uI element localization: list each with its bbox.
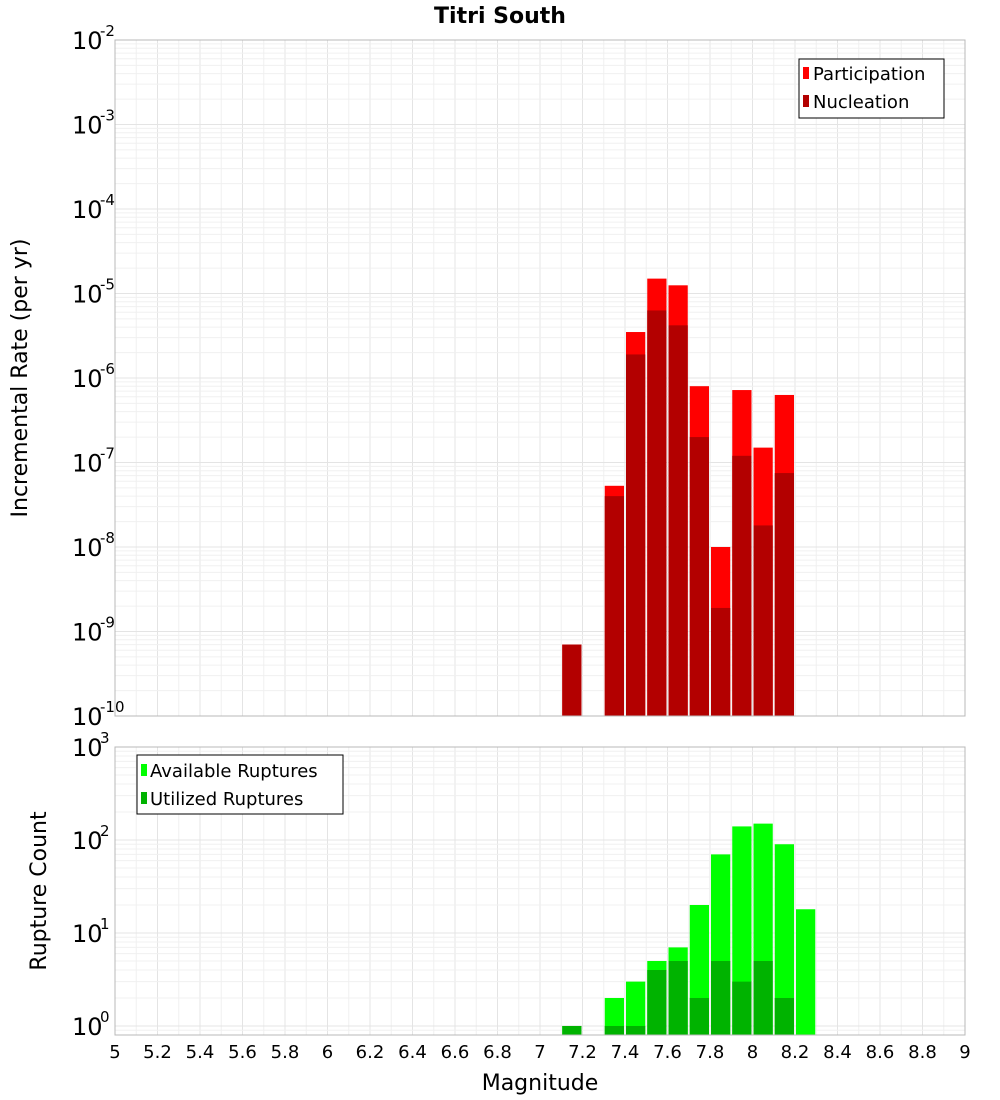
bottom-bar-utilized-ruptures	[711, 960, 731, 1035]
bottom-y-tick-exponent: 3	[100, 729, 110, 747]
top-y-tick-exponent: -6	[100, 360, 115, 378]
top-bar-nucleation	[774, 473, 794, 716]
legend-label-participation: Participation	[813, 64, 925, 85]
bottom-y-tick-label: 10	[72, 920, 103, 948]
x-tick-label: 6	[322, 1042, 333, 1063]
top-y-tick-label: 10	[72, 27, 103, 55]
x-tick-label: 5.4	[186, 1042, 215, 1063]
top-bar-nucleation	[604, 496, 624, 716]
top-y-tick-label: 10	[72, 112, 103, 140]
bottom-legend: Available Ruptures Utilized Ruptures	[136, 754, 344, 815]
legend-swatch-utilized	[141, 792, 147, 804]
bottom-y-tick-label: 10	[72, 1013, 103, 1041]
x-tick-label: 7.4	[611, 1042, 640, 1063]
x-tick-label: 5	[109, 1042, 120, 1063]
top-y-tick-exponent: -7	[100, 445, 115, 463]
legend-swatch-participation	[803, 67, 809, 79]
top-y-tick-label: 10	[72, 196, 103, 224]
legend-swatch-nucleation	[803, 95, 809, 107]
bottom-bar-available-ruptures	[774, 844, 794, 1035]
bottom-bar-utilized-ruptures	[689, 997, 709, 1035]
top-y-tick-exponent: -8	[100, 529, 115, 547]
top-y-tick-exponent: -9	[100, 614, 115, 632]
x-ticks: 5 5.2 5.4 5.6 5.8 6 6.2 6.4 6.6 6.8 7 7.2 7.4 7.6 7.8 8…	[109, 1042, 970, 1063]
bottom-bars	[562, 823, 816, 1035]
legend-swatch-available	[141, 764, 147, 776]
top-bar-nucleation	[753, 525, 773, 716]
top-legend: Participation Nucleation	[798, 58, 945, 119]
bottom-y-tick-label: 10	[72, 827, 103, 855]
x-tick-label: 6.6	[441, 1042, 470, 1063]
bottom-y-tick-label: 10	[72, 734, 103, 762]
bottom-bar-utilized-ruptures	[753, 960, 773, 1035]
x-tick-label: 5.2	[143, 1042, 172, 1063]
top-y-tick-exponent: -3	[100, 107, 115, 125]
bottom-y-tick-exponent: 0	[100, 1008, 110, 1026]
x-axis-label: Magnitude	[482, 1071, 599, 1096]
x-tick-label: 8.2	[781, 1042, 810, 1063]
bottom-grid	[114, 746, 966, 1036]
top-y-tick-label: 10	[72, 365, 103, 393]
top-y-tick-label: 10	[72, 450, 103, 478]
bottom-bar-available-ruptures	[796, 909, 816, 1035]
x-tick-label: 5.6	[228, 1042, 257, 1063]
bottom-bar-utilized-ruptures	[732, 981, 752, 1035]
x-tick-label: 8.4	[823, 1042, 852, 1063]
top-bar-nucleation	[732, 455, 752, 716]
bottom-bar-available-ruptures	[626, 981, 646, 1035]
bottom-y-tick-exponent: 1	[100, 915, 110, 933]
top-y-tick-label: 10	[72, 619, 103, 647]
x-tick-label: 8.8	[908, 1042, 937, 1063]
top-plot-frame	[114, 39, 966, 717]
bottom-legend-box	[136, 754, 344, 815]
top-bar-nucleation	[626, 354, 646, 716]
top-y-tick-exponent: -4	[100, 191, 115, 209]
bottom-bar-utilized-ruptures	[647, 969, 667, 1035]
top-y-tick-label: 10	[72, 534, 103, 562]
x-tick-label: 5.8	[271, 1042, 300, 1063]
x-tick-label: 7.2	[568, 1042, 597, 1063]
bottom-y-axis-label: Rupture Count	[27, 811, 52, 971]
x-tick-label: 9	[959, 1042, 970, 1063]
chart-title: Titri South	[434, 4, 566, 29]
legend-label-nucleation: Nucleation	[813, 92, 909, 113]
x-tick-label: 7.6	[653, 1042, 682, 1063]
top-bar-nucleation	[562, 644, 582, 716]
top-bar-nucleation	[668, 325, 688, 716]
x-tick-label: 8.6	[866, 1042, 895, 1063]
bottom-bar-utilized-ruptures	[626, 1025, 646, 1035]
bottom-bar-utilized-ruptures	[562, 1025, 582, 1035]
bottom-bar-utilized-ruptures	[774, 997, 794, 1035]
bottom-bar-utilized-ruptures	[668, 960, 688, 1035]
top-bar-nucleation	[711, 607, 731, 716]
x-tick-label: 7	[534, 1042, 545, 1063]
bottom-y-tick-exponent: 2	[100, 822, 110, 840]
legend-label-available: Available Ruptures	[150, 761, 318, 782]
bottom-plot-frame	[114, 746, 966, 1036]
x-tick-label: 6.2	[356, 1042, 385, 1063]
top-y-tick-label: 10	[72, 703, 103, 731]
bottom-bar-available-ruptures	[604, 997, 624, 1035]
x-tick-label: 6.8	[483, 1042, 512, 1063]
top-y-tick-exponent: -5	[100, 276, 115, 294]
top-bar-nucleation	[647, 310, 667, 716]
top-legend-box	[798, 58, 945, 119]
x-tick-label: 6.4	[398, 1042, 427, 1063]
top-grid	[114, 39, 966, 717]
top-bar-nucleation	[689, 437, 709, 716]
top-y-tick-label: 10	[72, 281, 103, 309]
top-y-axis-label: Incremental Rate (per yr)	[8, 239, 33, 518]
legend-label-utilized: Utilized Ruptures	[150, 789, 303, 810]
x-tick-label: 7.8	[696, 1042, 725, 1063]
top-y-tick-exponent: -2	[100, 22, 115, 40]
bottom-bar-utilized-ruptures	[604, 1025, 624, 1035]
top-bars	[562, 278, 794, 716]
x-tick-label: 8	[747, 1042, 758, 1063]
top-y-tick-exponent: -10	[100, 698, 125, 716]
